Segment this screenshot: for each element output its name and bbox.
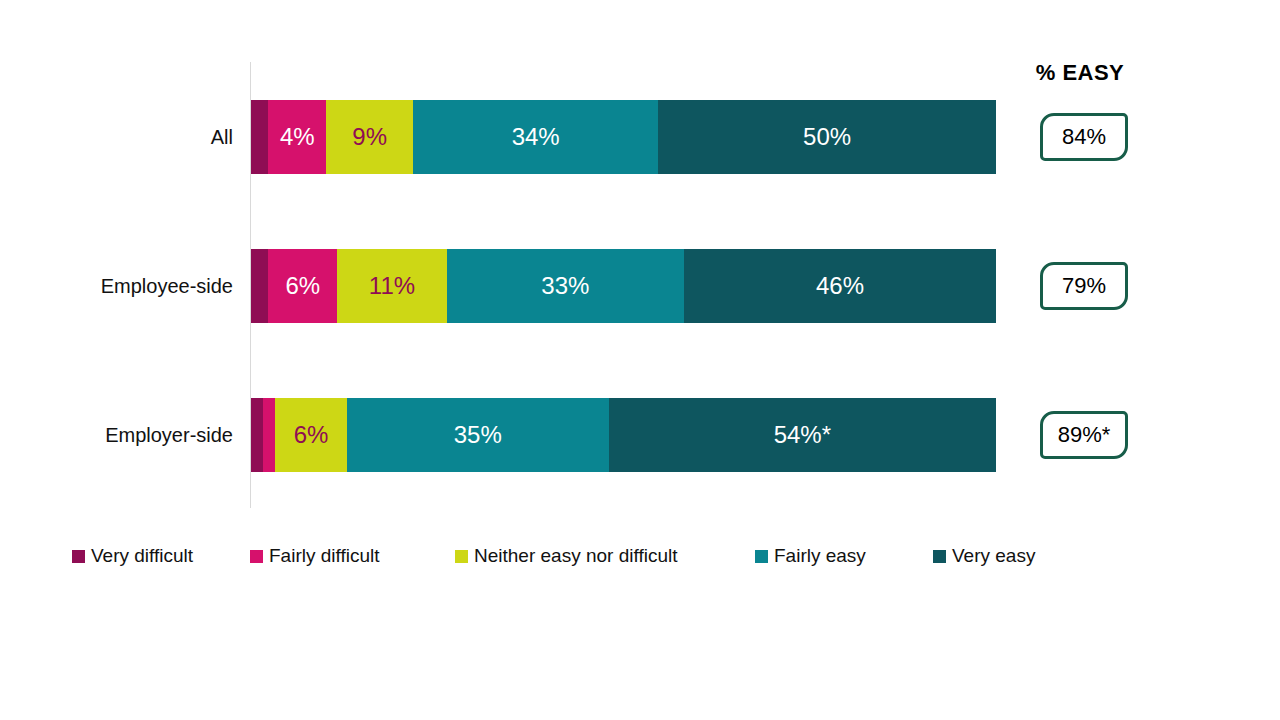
bar-segment-fairly-easy: 35%: [347, 398, 609, 472]
data-label: 6%: [294, 423, 329, 447]
category-label-employer-side: Employer-side: [0, 398, 233, 472]
pct-easy-box-all: 84%: [1040, 113, 1128, 161]
bar-row-employer-side: Employer-side 6% 35% 54%* 89%*: [0, 398, 1280, 472]
bar-row-all: All 4% 9% 34% 50% 84%: [0, 100, 1280, 174]
legend-item-fairly-easy: Fairly easy: [755, 545, 866, 567]
category-label-all: All: [0, 100, 233, 174]
bar-segment-neither-easy-nor-difficult: 11%: [337, 249, 446, 323]
legend-item-neither-easy-nor-difficult: Neither easy nor difficult: [455, 545, 677, 567]
legend-swatch-icon: [250, 550, 263, 563]
legend-label: Very difficult: [91, 545, 193, 567]
legend-swatch-icon: [933, 550, 946, 563]
bar-segment-very-difficult: [251, 398, 263, 472]
category-label-employee-side: Employee-side: [0, 249, 233, 323]
bar-segment-very-difficult: [251, 100, 268, 174]
bar-row-employee-side: Employee-side 6% 11% 33% 46% 79%: [0, 249, 1280, 323]
legend-item-fairly-difficult: Fairly difficult: [250, 545, 380, 567]
data-label: 35%: [454, 423, 502, 447]
bars-area: All 4% 9% 34% 50% 84% Employee-side 6% 11% 33% 46%…: [0, 100, 1280, 472]
bar-segment-very-easy: 54%*: [609, 398, 996, 472]
stacked-bar-employee-side: 6% 11% 33% 46%: [251, 249, 996, 323]
legend-swatch-icon: [455, 550, 468, 563]
bar-segment-very-easy: 50%: [658, 100, 996, 174]
legend-item-very-easy: Very easy: [933, 545, 1035, 567]
data-label: 33%: [541, 274, 589, 298]
data-label: 11%: [369, 274, 415, 298]
bar-segment-very-difficult: [251, 249, 268, 323]
data-label: 9%: [352, 125, 387, 149]
bar-segment-neither-easy-nor-difficult: 6%: [275, 398, 346, 472]
data-label: 46%: [816, 274, 864, 298]
data-label: 6%: [285, 274, 320, 298]
legend-item-very-difficult: Very difficult: [72, 545, 193, 567]
bar-segment-fairly-difficult: 4%: [268, 100, 326, 174]
pct-easy-box-employer-side: 89%*: [1040, 411, 1128, 459]
bar-segment-fairly-difficult: 6%: [268, 249, 337, 323]
legend-swatch-icon: [72, 550, 85, 563]
legend-swatch-icon: [755, 550, 768, 563]
legend: Very difficult Fairly difficult Neither ea…: [0, 545, 1280, 571]
legend-label: Fairly easy: [774, 545, 866, 567]
bar-segment-neither-easy-nor-difficult: 9%: [326, 100, 413, 174]
data-label: 54%*: [774, 423, 831, 447]
bar-segment-fairly-easy: 34%: [413, 100, 658, 174]
legend-label: Very easy: [952, 545, 1035, 567]
stacked-bar-employer-side: 6% 35% 54%*: [251, 398, 996, 472]
data-label: 34%: [512, 125, 560, 149]
legend-label: Fairly difficult: [269, 545, 380, 567]
pct-easy-column-header: % EASY: [1020, 60, 1140, 86]
data-label: 4%: [280, 125, 315, 149]
pct-easy-box-employee-side: 79%: [1040, 262, 1128, 310]
bar-segment-fairly-easy: 33%: [447, 249, 684, 323]
data-label: 50%: [803, 125, 851, 149]
bar-segment-fairly-difficult: [263, 398, 275, 472]
bar-segment-very-easy: 46%: [684, 249, 996, 323]
legend-label: Neither easy nor difficult: [474, 545, 677, 567]
chart-canvas: % EASY All 4% 9% 34% 50% 84% Employee-side 6% 11…: [0, 0, 1280, 720]
stacked-bar-all: 4% 9% 34% 50%: [251, 100, 996, 174]
